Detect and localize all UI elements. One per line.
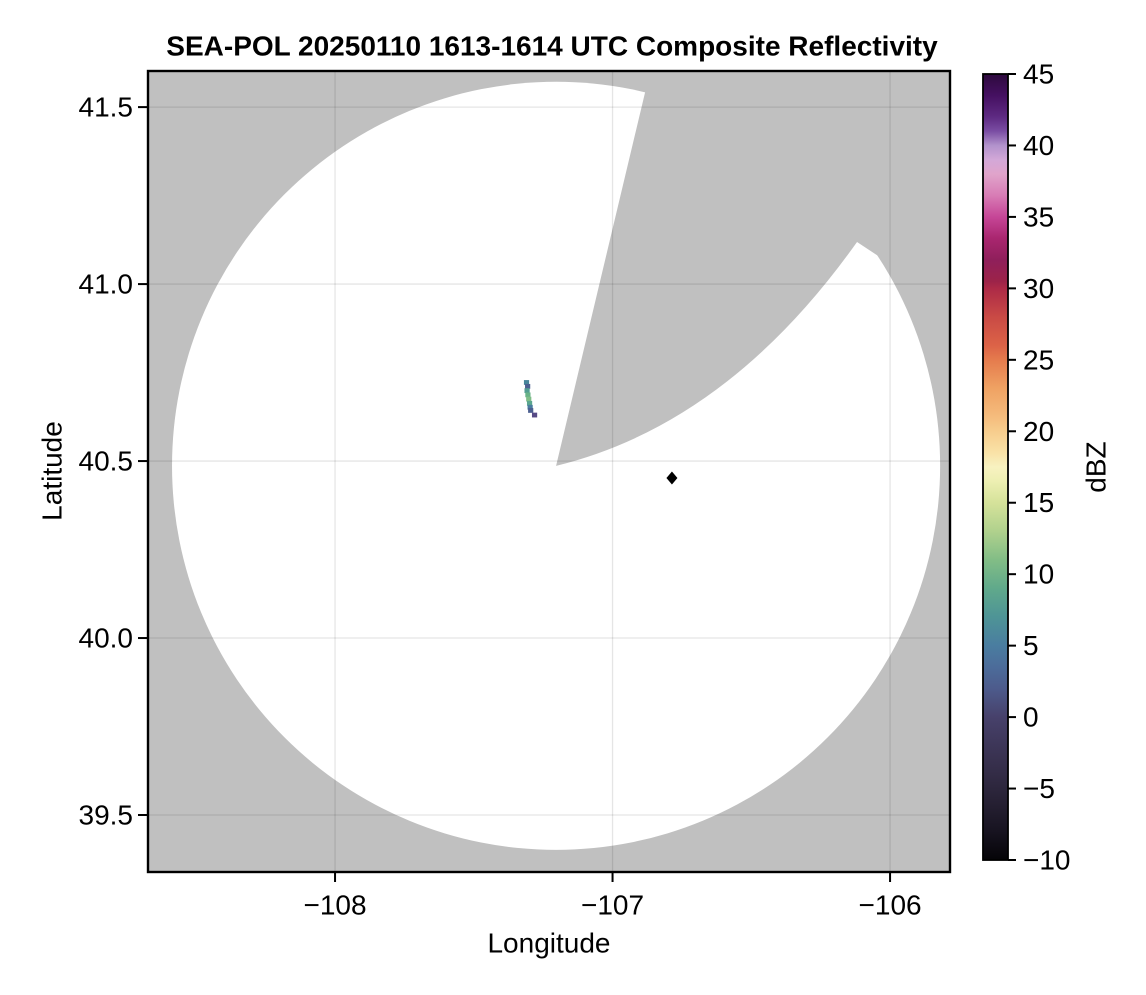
y-axis-label: Latitude — [37, 421, 68, 521]
x-tick-label: −108 — [304, 890, 367, 921]
colorbar-tick-label: 20 — [1023, 416, 1054, 447]
colorbar-tick-label: 30 — [1023, 273, 1054, 304]
colorbar: 45 40 35 30 25 20 15 10 5 0 −5 −10 dBZ — [982, 59, 1112, 876]
colorbar-tick-label: −10 — [1023, 845, 1071, 876]
colorbar-tick-label: −5 — [1023, 773, 1055, 804]
axis-ticks: −108 −107 −106 39.5 40.0 40.5 41.0 41.5 — [79, 92, 922, 921]
colorbar-frame — [982, 73, 1009, 861]
echo-cell — [524, 388, 530, 394]
colorbar-tick-label: 10 — [1023, 559, 1054, 590]
y-tick-label: 41.5 — [79, 92, 134, 123]
x-axis-label: Longitude — [487, 928, 610, 959]
colorbar-tick-label: 25 — [1023, 344, 1054, 375]
x-tick-label: −106 — [859, 890, 922, 921]
colorbar-gradient — [983, 74, 1008, 860]
colorbar-tick-label: 40 — [1023, 130, 1054, 161]
colorbar-ticks: 45 40 35 30 25 20 15 10 5 0 −5 −10 — [1008, 59, 1071, 876]
echo-cell — [526, 396, 532, 402]
echo-cell — [525, 392, 531, 398]
x-tick-label: −107 — [581, 890, 644, 921]
y-tick-label: 41.0 — [79, 269, 134, 300]
colorbar-tick-label: 15 — [1023, 487, 1054, 518]
radar-site-marker — [666, 471, 678, 485]
colorbar-tick-label: 0 — [1023, 702, 1039, 733]
colorbar-label: dBZ — [1081, 441, 1112, 492]
echo-cell — [526, 400, 533, 406]
colorbar-tick-label: 5 — [1023, 630, 1039, 661]
echo-cell — [527, 404, 533, 410]
echo-cell — [523, 380, 530, 385]
colorbar-tick-label: 35 — [1023, 201, 1054, 232]
blocked-sector-wedge — [556, 71, 950, 466]
axes-frame — [146, 69, 952, 874]
echo-cell — [525, 383, 531, 389]
y-tick-label: 39.5 — [79, 800, 134, 831]
plot-data-layer — [148, 71, 950, 872]
plot-title: SEA-POL 20250110 1613-1614 UTC Composite… — [166, 31, 938, 62]
colorbar-tick-label: 45 — [1023, 59, 1054, 90]
y-tick-label: 40.5 — [79, 446, 134, 477]
y-tick-label: 40.0 — [79, 623, 134, 654]
echo-cell — [531, 412, 538, 418]
echo-cell — [528, 408, 534, 413]
